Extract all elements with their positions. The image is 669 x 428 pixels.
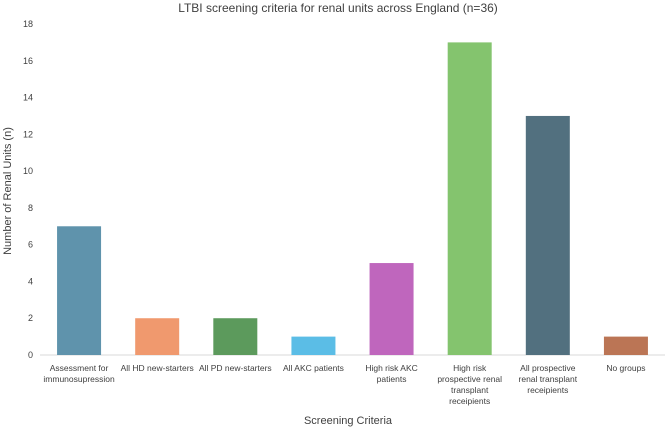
x-tick-label: Assessment for immunosupression	[43, 363, 115, 384]
y-tick-label: 18	[23, 19, 33, 29]
bar	[603, 336, 648, 355]
x-tick-label-line: prospective renal	[437, 374, 502, 384]
x-tick-label: All AKC patients	[283, 363, 344, 373]
bar	[291, 336, 336, 355]
chart-title: LTBI screening criteria for renal units …	[178, 1, 498, 15]
bar	[525, 115, 570, 355]
y-tick-label: 2	[28, 313, 33, 323]
y-tick-label: 6	[28, 240, 33, 250]
bar	[369, 263, 414, 355]
x-tick-label-line: High risk AKC	[365, 363, 417, 373]
x-tick-label: All HD new-starters	[121, 363, 194, 373]
y-axis-label: Number of Renal Units (n)	[2, 127, 14, 255]
x-tick-label-line: patients	[377, 374, 407, 384]
x-tick-label-line: Assessment for	[50, 363, 109, 373]
x-tick-label-line: High risk	[453, 363, 487, 373]
y-tick-label: 8	[28, 203, 33, 213]
bar	[135, 318, 180, 355]
x-tick-label: All prospective renal transplant receipien…	[519, 363, 578, 395]
x-tick-label-line: No groups	[606, 363, 645, 373]
y-tick-label: 12	[23, 129, 33, 139]
x-tick-label-line: immunosupression	[43, 374, 115, 384]
y-tick-label: 10	[23, 166, 33, 176]
x-tick-label-line: All prospective	[520, 363, 576, 373]
bars	[57, 42, 648, 356]
x-axis-category-labels: Assessment for immunosupression All HD new…	[43, 363, 645, 406]
x-tick-label-line: All AKC patients	[283, 363, 344, 373]
x-tick-label: High risk AKC patients	[365, 363, 417, 384]
y-tick-label: 0	[28, 350, 33, 360]
bar	[213, 318, 258, 355]
y-tick-label: 16	[23, 56, 33, 66]
x-tick-label-line: transplant	[451, 385, 489, 395]
y-axis-ticks: 0 2 4 6 8 10 12 14 16 18	[23, 19, 33, 360]
x-tick-label-line: receipients	[527, 385, 568, 395]
x-tick-label: No groups	[606, 363, 645, 373]
y-tick-label: 14	[23, 93, 33, 103]
y-tick-label: 4	[28, 276, 33, 286]
bar	[57, 226, 102, 355]
x-tick-label-line: receipients	[449, 396, 490, 406]
x-tick-label-line: All PD new-starters	[199, 363, 272, 373]
x-tick-label-line: renal transplant	[519, 374, 578, 384]
x-tick-label: High risk prospective renal transplant rece…	[437, 363, 502, 406]
x-tick-label: All PD new-starters	[199, 363, 272, 373]
bar	[447, 42, 492, 356]
x-axis-label: Screening Criteria	[304, 415, 393, 427]
x-tick-label-line: All HD new-starters	[121, 363, 194, 373]
